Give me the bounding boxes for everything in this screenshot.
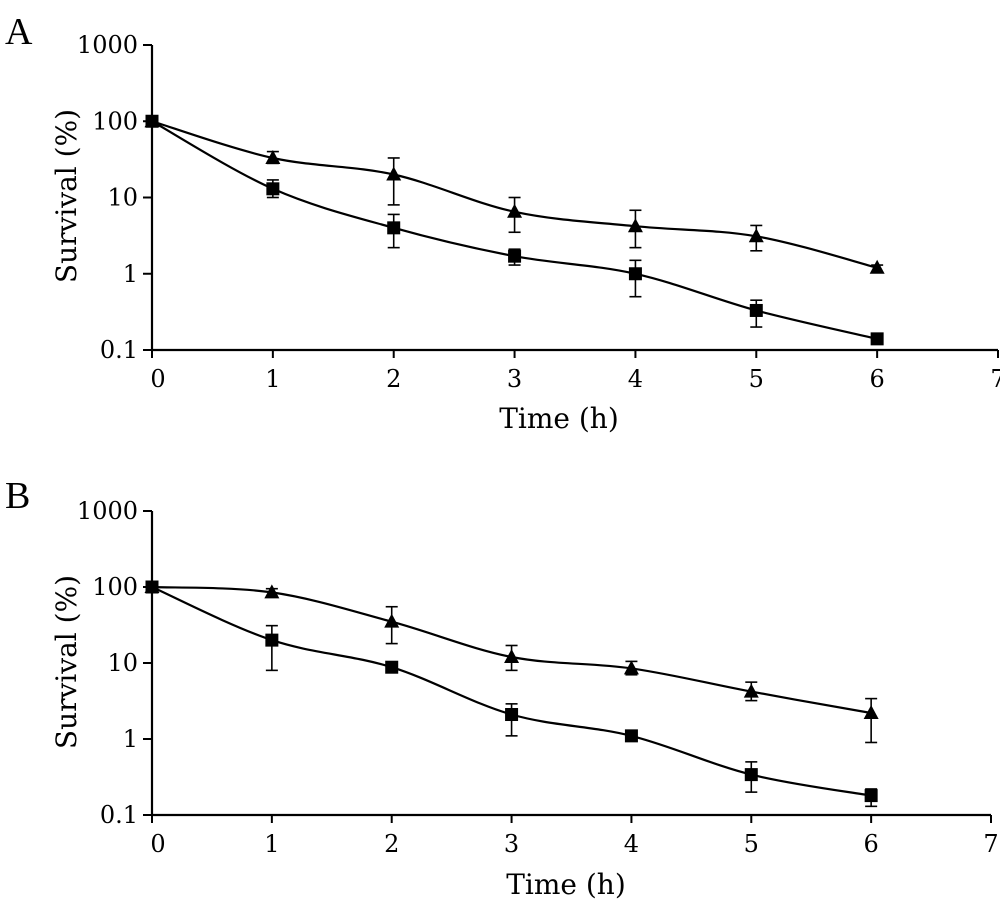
panel-b-series-square-point	[505, 708, 519, 722]
panel-b-series-square-point	[145, 580, 159, 594]
panel-b-plot	[144, 579, 879, 808]
panel-a-y-axis-title: Survival (%)	[50, 109, 83, 283]
panel-a-y-tick-label: 1000	[77, 31, 138, 59]
panel-a-y-tick-label: 100	[92, 107, 138, 135]
panel-a-x-tick-label: 1	[265, 365, 280, 393]
panel-a-series-square-point	[266, 182, 280, 196]
panel-a-series-triangle-point	[265, 149, 281, 164]
panel-a-plot	[144, 113, 885, 346]
panel-a-series-triangle-point	[627, 218, 643, 233]
panel-a-y-tick-label: 0.1	[100, 336, 138, 364]
panel-a-x-axis-title: Time (h)	[499, 402, 619, 435]
panel-a-series-triangle-point	[386, 166, 402, 181]
panel-b-label: B	[5, 475, 30, 517]
panel-a-y-tick-label: 1	[123, 260, 138, 288]
panel-b-series-square-point	[385, 660, 399, 674]
panel-a-series-square-point	[508, 249, 522, 263]
panel-a-x-tick-label: 2	[386, 365, 401, 393]
panel-b-y-tick-label: 0.1	[100, 801, 138, 829]
panel-a-series-square-point	[628, 267, 642, 281]
panel-b-x-tick-label: 2	[384, 830, 399, 858]
panel-b-x-axis-title: Time (h)	[506, 868, 626, 901]
panel-b-series-triangle-point	[264, 584, 280, 599]
panel-b-x-tick-label: 1	[264, 830, 279, 858]
panel-b-y-tick-label: 100	[92, 573, 138, 601]
panel-a-series-triangle-point	[507, 203, 523, 218]
panel-a-series-square-point	[387, 221, 401, 235]
panel-a-x-tick-label: 6	[870, 365, 885, 393]
panel-b-x-tick-label: 5	[744, 830, 759, 858]
panel-a-series-square-point	[749, 303, 763, 317]
panel-b-y-tick-label: 1	[123, 725, 138, 753]
panel-a-series-triangle-error-bar	[387, 157, 400, 206]
panel-a-series-square-point	[870, 332, 884, 346]
panel-b-x-tick-label: 6	[864, 830, 879, 858]
panel-b-x-tick-label: 7	[983, 830, 998, 858]
panel-a-x-tick-label: 3	[507, 365, 522, 393]
panel-b-series-triangle-point	[384, 613, 400, 628]
panel-a-x-tick-label: 5	[749, 365, 764, 393]
panel-b-x-tick-label: 3	[504, 830, 519, 858]
panel-b-series-square-point	[744, 768, 758, 782]
panel-a-x-tick-label: 0	[150, 365, 165, 393]
panel-b-series-square-line	[151, 585, 872, 797]
panel-a-x-tick-label: 4	[628, 365, 643, 393]
panel-b-series-square-point	[265, 633, 279, 647]
panel-b-series-triangle-point	[504, 648, 520, 663]
panel-b-series-square-point	[624, 729, 638, 743]
panel-a-x-tick-label: 7	[990, 365, 1000, 393]
panel-b-y-tick-label: 1000	[77, 497, 138, 525]
panel-a-series-triangle-line	[151, 120, 878, 269]
panel-b-series-triangle-point	[743, 683, 759, 698]
panel-a-series-triangle-point	[869, 259, 885, 274]
panel-b-x-tick-label: 4	[624, 830, 639, 858]
panel-a: A Survival (%) Time (h) 0.1 1 10 100 1000 0 1 2…	[5, 11, 1000, 435]
panel-a-y-tick-label: 10	[107, 184, 138, 212]
panel-a-ticks: 0.1 1 10 100 1000 0 1 2 3 4 5 6 7	[77, 31, 1000, 393]
panel-b-y-tick-label: 10	[107, 649, 138, 677]
panel-b-y-axis-title: Survival (%)	[50, 575, 83, 749]
panel-a-label: A	[5, 11, 33, 53]
panel-b: B Survival (%) Time (h) 0.1 1 10 100 1000 0 1 2…	[5, 475, 999, 901]
panel-a-series-triangle-point	[748, 228, 764, 243]
panel-b-series-triangle-point	[863, 704, 879, 719]
panel-b-x-tick-label: 0	[150, 830, 165, 858]
panel-b-series-square-error-bar	[265, 624, 278, 672]
panel-b-series-triangle-point	[623, 660, 639, 675]
panel-b-ticks: 0.1 1 10 100 1000 0 1 2 3 4 5 6 7	[77, 497, 999, 858]
panel-b-series-square-point	[864, 789, 878, 803]
panel-a-series-square-point	[145, 114, 159, 128]
